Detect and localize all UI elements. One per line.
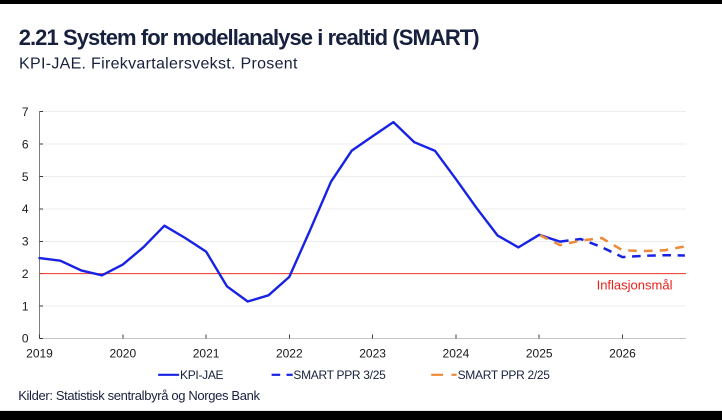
svg-text:2021: 2021 <box>193 347 220 361</box>
svg-text:7: 7 <box>22 105 29 119</box>
svg-text:2019: 2019 <box>26 347 53 361</box>
svg-text:0: 0 <box>22 332 29 346</box>
svg-text:Kilder: Statistisk sentralbyrå: Kilder: Statistisk sentralbyrå og Norges… <box>18 388 260 403</box>
svg-text:2025: 2025 <box>526 347 553 361</box>
svg-text:KPI-JAE. Firekvartalersvekst.: KPI-JAE. Firekvartalersvekst. Prosent <box>19 56 298 73</box>
svg-text:SMART PPR 3/25: SMART PPR 3/25 <box>293 368 386 382</box>
svg-text:2023: 2023 <box>359 347 386 361</box>
svg-text:4: 4 <box>22 202 29 216</box>
svg-text:3: 3 <box>22 235 29 249</box>
svg-text:2: 2 <box>22 267 29 281</box>
svg-text:2020: 2020 <box>109 347 136 361</box>
svg-text:2022: 2022 <box>276 347 303 361</box>
svg-text:KPI-JAE: KPI-JAE <box>180 368 224 382</box>
svg-text:2026: 2026 <box>609 347 636 361</box>
svg-text:1: 1 <box>22 299 29 313</box>
svg-text:Inflasjonsmål: Inflasjonsmål <box>597 277 673 292</box>
svg-text:SMART PPR 2/25: SMART PPR 2/25 <box>458 368 551 382</box>
svg-text:5: 5 <box>22 170 29 184</box>
svg-text:2.21 System for modellanalyse: 2.21 System for modellanalyse i realtid … <box>19 25 480 50</box>
svg-text:2024: 2024 <box>443 347 470 361</box>
svg-text:6: 6 <box>22 137 29 151</box>
